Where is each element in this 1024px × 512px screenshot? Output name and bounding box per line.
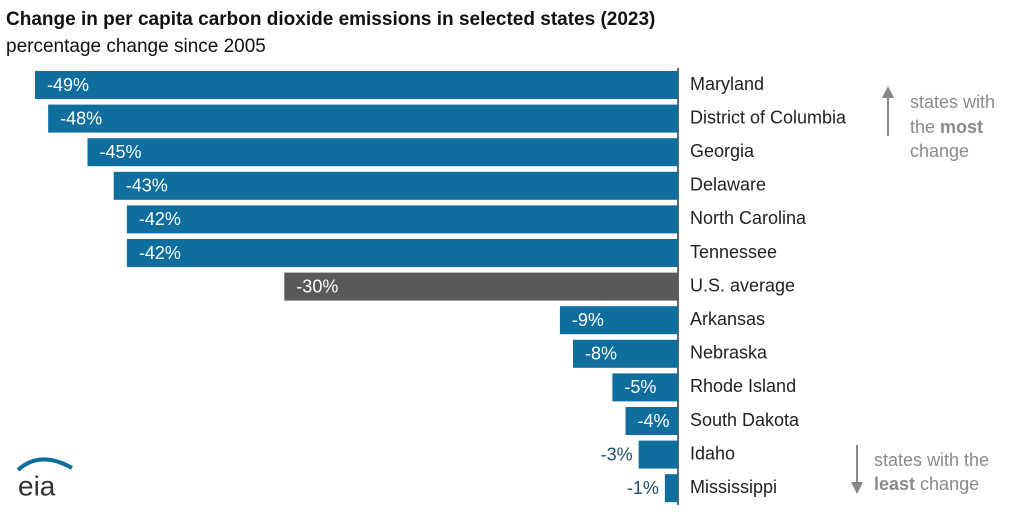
category-label: Georgia	[690, 141, 755, 161]
annotation-text: states with	[910, 92, 995, 112]
bar	[126, 205, 679, 234]
annotation-bottom: states with the least change	[851, 445, 989, 494]
bar	[126, 239, 679, 267]
category-label: U.S. average	[690, 275, 795, 295]
bar	[87, 138, 678, 167]
data-label: -5%	[624, 377, 656, 397]
annotation-top: states with the most change	[882, 86, 995, 161]
bar	[664, 474, 678, 503]
category-label: South Dakota	[690, 410, 800, 430]
bar	[612, 373, 678, 402]
data-label: -3%	[601, 444, 633, 464]
annotation-bold: most	[940, 117, 983, 137]
data-label: -30%	[296, 276, 338, 296]
data-label: -45%	[99, 142, 141, 162]
category-label: Arkansas	[690, 309, 765, 329]
bar	[113, 171, 679, 200]
annotation-text: least change	[874, 474, 979, 494]
data-label: -9%	[572, 310, 604, 330]
data-label: -4%	[638, 411, 670, 431]
data-label: -8%	[585, 344, 617, 364]
category-label: Nebraska	[690, 343, 768, 363]
annotation-text: the most	[910, 117, 983, 137]
data-label: -42%	[139, 209, 181, 229]
chart-subtitle: percentage change since 2005	[6, 36, 266, 57]
category-label: District of Columbia	[690, 107, 847, 127]
bar	[559, 306, 678, 335]
annotation-bold: least	[874, 474, 915, 494]
bar	[35, 71, 678, 99]
category-label: Mississippi	[690, 477, 777, 497]
annotation-text: change	[910, 141, 969, 161]
annotation-text: change	[920, 474, 979, 494]
data-label: -43%	[126, 176, 168, 196]
bar	[284, 272, 678, 301]
annotation-text: the	[910, 117, 935, 137]
category-label: Delaware	[690, 175, 766, 195]
annotation-text: states with the	[874, 450, 989, 470]
bar	[573, 339, 678, 368]
category-label: Rhode Island	[690, 376, 796, 396]
data-label: -1%	[627, 478, 659, 498]
logo-text: eia	[18, 470, 56, 501]
data-label: -48%	[60, 108, 102, 128]
bar	[638, 440, 678, 469]
category-label: Maryland	[690, 74, 764, 94]
arrow-head	[851, 482, 863, 494]
data-label: -49%	[47, 75, 89, 95]
chart-title: Change in per capita carbon dioxide emis…	[6, 9, 655, 30]
category-label: Idaho	[690, 443, 735, 463]
logo: eia	[16, 457, 73, 501]
bar	[48, 104, 679, 133]
arrow-head	[882, 86, 894, 98]
category-label: North Carolina	[690, 208, 807, 228]
logo-arc	[16, 457, 73, 472]
bar	[625, 407, 678, 435]
data-label: -42%	[139, 243, 181, 263]
category-label: Tennessee	[690, 242, 777, 262]
